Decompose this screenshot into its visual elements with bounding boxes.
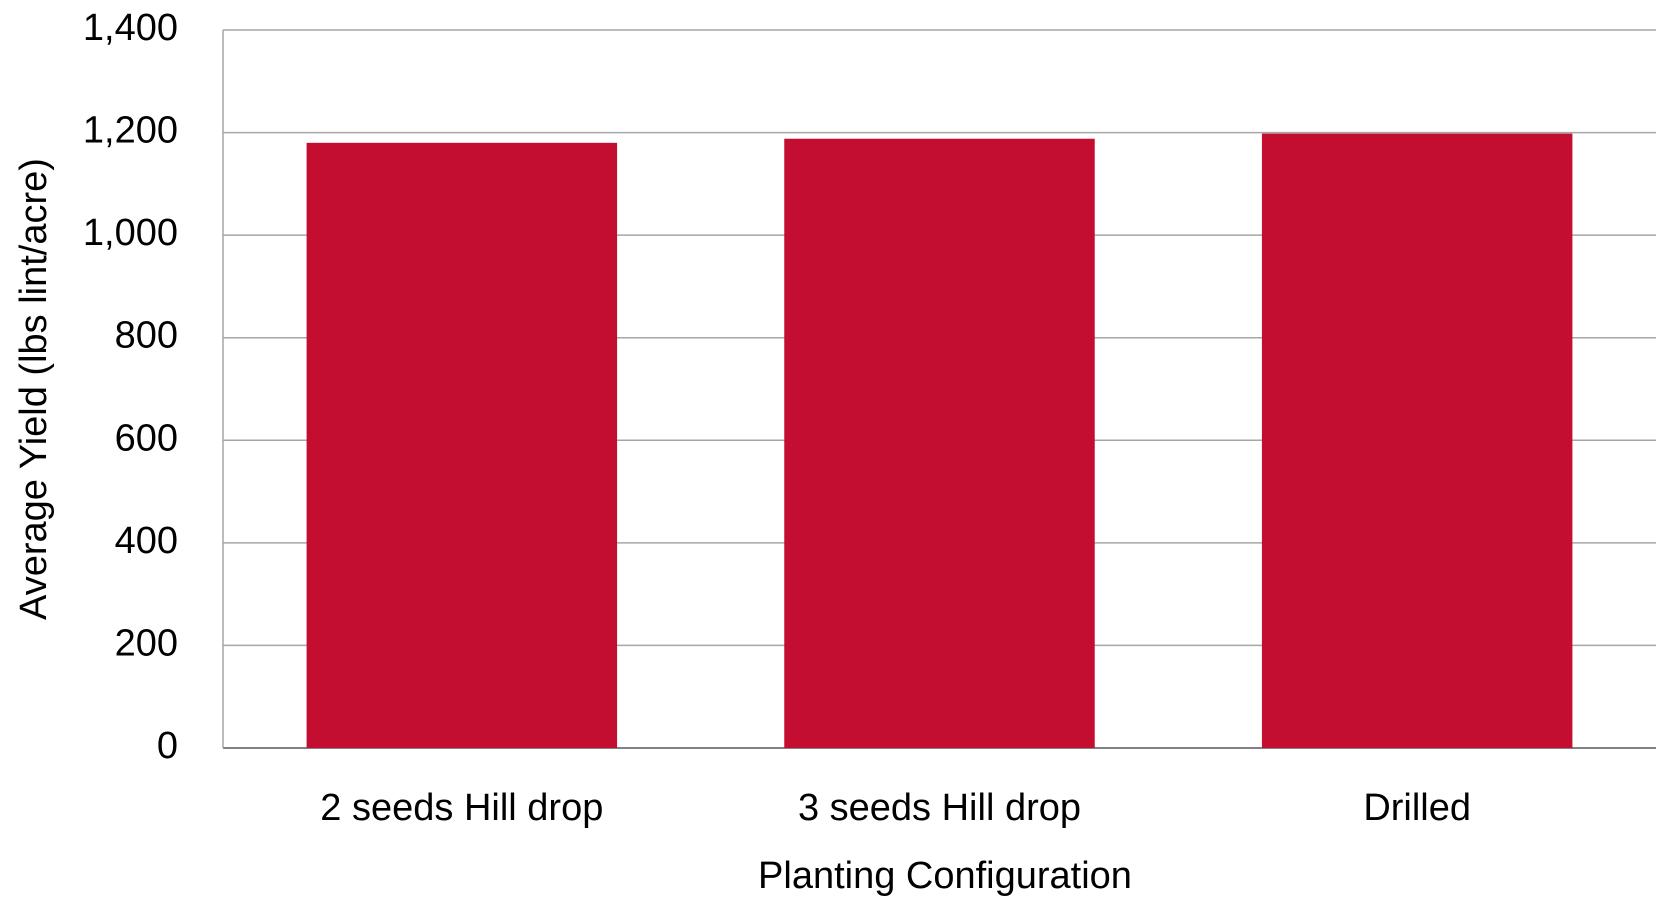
y-tick-label: 800 xyxy=(115,315,178,357)
bar xyxy=(784,139,1094,748)
y-tick-label: 1,400 xyxy=(83,7,178,49)
y-tick-label: 1,200 xyxy=(83,110,178,152)
y-tick-label: 600 xyxy=(115,417,178,459)
x-tick-label: Drilled xyxy=(1363,787,1471,829)
y-tick-label: 400 xyxy=(115,520,178,562)
x-tick-label: 3 seeds Hill drop xyxy=(798,787,1081,829)
bar xyxy=(307,143,617,748)
x-axis-title: Planting Configuration xyxy=(758,855,1132,897)
y-tick-label: 0 xyxy=(157,725,178,767)
chart: Planting Configuration Average Yield (lb… xyxy=(0,0,1656,899)
y-tick-label: 1,000 xyxy=(83,212,178,254)
page: {"chart_data": {"type": "bar", "categori… xyxy=(0,0,1656,899)
y-tick-label: 200 xyxy=(115,622,178,664)
x-tick-label: 2 seeds Hill drop xyxy=(320,787,603,829)
bar xyxy=(1262,134,1572,748)
y-axis-title: Average Yield (lbs lint/acre) xyxy=(13,158,55,620)
